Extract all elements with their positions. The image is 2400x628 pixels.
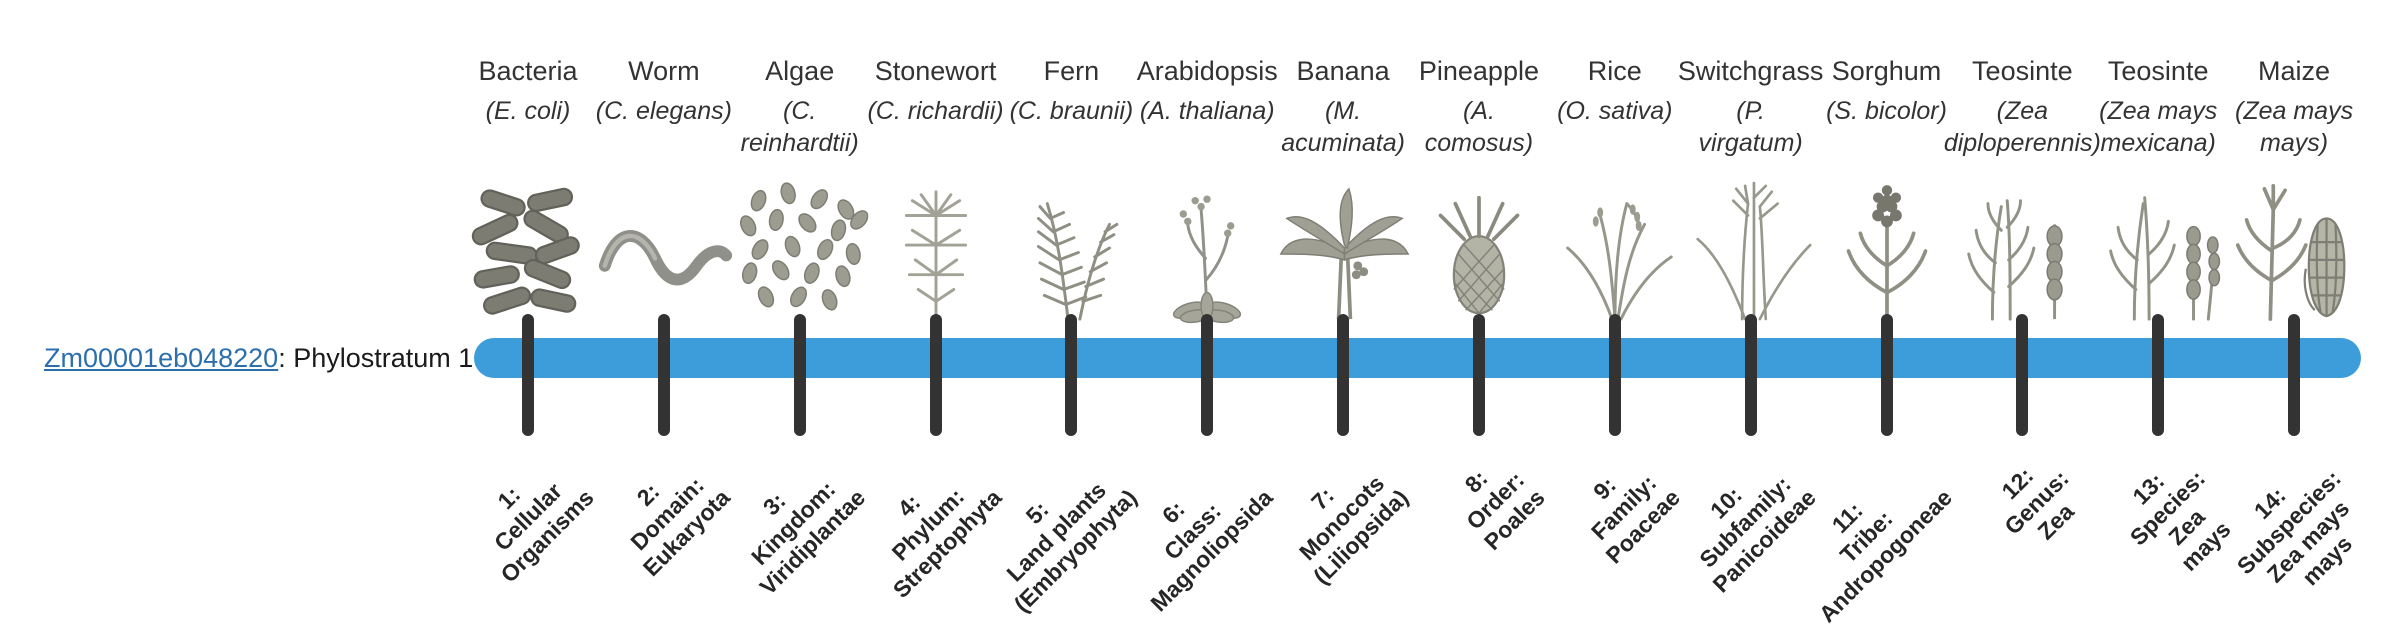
organism-column-sorghum: Sorghum (S. bicolor) [1772, 55, 2002, 325]
organism-common-name: Banana [1296, 56, 1390, 86]
organism-scientific-name: (C. richardii) [867, 96, 1004, 125]
sorghum-icon [1812, 177, 1962, 325]
organism-column-algae: Algae (C. reinhardtii) [685, 55, 915, 325]
phylostratum-level-label: 9: Family: Poaceae [1586, 469, 1686, 569]
phylostratum-level-label: 13: Species: Zea mays [2124, 465, 2236, 577]
phylostratum-level-label: 5: Land plants (Embryophyta) [1001, 476, 1143, 618]
organism-common-name: Algae [765, 56, 835, 86]
organism-scientific-name: (C. reinhardtii) [740, 96, 859, 158]
phylostratum-tick-1 [522, 314, 534, 436]
phylostratum-level-label: 4: Phylum: Streptophyta [886, 483, 1007, 604]
phylostratum-tick-7 [1337, 314, 1350, 436]
organism-column-bacteria: Bacteria (E. coli) [413, 55, 643, 325]
organism-column-switchgrass: Switchgrass (P. virgatum) [1636, 55, 1866, 325]
phylostratum-level-label: 1: Cellular Organisms [488, 477, 599, 588]
phylostratum-tick-6 [1201, 314, 1214, 436]
organism-column-banana: Banana (M. acuminata) [1228, 55, 1458, 325]
organism-column-teosinte-diploperennis: Teosinte (Zea diploperennis) [1907, 55, 2137, 325]
fern-icon [996, 177, 1146, 325]
organism-common-name: Teosinte [2107, 56, 2209, 86]
phylostratum-tick-12 [2016, 314, 2029, 436]
banana-icon [1268, 177, 1418, 325]
phylostratum-level-label: 7: Monocots (Liliopsida) [1294, 470, 1414, 590]
organism-scientific-name: (M. acuminata) [1281, 96, 1405, 158]
phylostratum-tick-14 [2288, 314, 2301, 436]
organism-scientific-name: (Zea diploperennis) [1943, 96, 2101, 158]
phylostratum-tick-10 [1744, 314, 1757, 436]
organism-column-maize: Maize (Zea mays mays) [2179, 55, 2400, 325]
organism-scientific-name: (A. thaliana) [1139, 96, 1275, 125]
organism-scientific-name: (Zea mays mexicana) [2099, 96, 2218, 158]
algae-icon [725, 177, 875, 325]
phylostratum-tick-8 [1472, 314, 1485, 436]
teosinte-icon [1947, 177, 2097, 325]
organism-scientific-name: (S. bicolor) [1826, 96, 1947, 125]
organism-column-stonewort: Stonewort (C. richardii) [821, 55, 1051, 325]
phylostratum-text: : Phylostratum 1 [278, 343, 474, 373]
organism-common-name: Fern [1043, 56, 1100, 86]
organism-common-name: Maize [2258, 56, 2331, 86]
organism-scientific-name: (E. coli) [485, 96, 571, 125]
organism-common-name: Arabidopsis [1136, 56, 1278, 86]
organism-scientific-name: (O. sativa) [1557, 96, 1673, 125]
organism-scientific-name: (C. braunii) [1009, 96, 1134, 125]
organism-column-fern: Fern (C. braunii) [956, 55, 1186, 325]
teosinte-mexicana-icon [2083, 177, 2233, 325]
organism-scientific-name: (P. virgatum) [1698, 96, 1803, 158]
phylostratum-tick-3 [793, 314, 806, 436]
phylostratum-level-label: 2: Domain: Eukaryota [625, 471, 735, 582]
organism-common-name: Rice [1587, 56, 1642, 86]
phylostratum-tick-13 [2152, 314, 2165, 436]
phylostratum-level-label: 8: Order: Poales [1459, 464, 1550, 556]
phylostratum-level-label: 12: Genus: Zea [1996, 462, 2080, 545]
phylostratum-tick-4 [929, 314, 942, 436]
organism-common-name: Pineapple [1418, 56, 1539, 86]
organism-common-name: Teosinte [1972, 56, 2073, 86]
pineapple-icon [1404, 177, 1554, 325]
organism-common-name: Worm [628, 56, 700, 86]
switchgrass-icon [1676, 177, 1826, 325]
phylostratum-level-label: 3: Kingdom: Viridiplantae [746, 475, 871, 601]
organism-scientific-name: (C. elegans) [595, 96, 732, 125]
organism-scientific-name: (A. comosus) [1424, 96, 1534, 158]
organism-common-name: Stonewort [874, 56, 997, 86]
phylostratum-tick-5 [1065, 314, 1078, 436]
stonewort-icon [861, 177, 1011, 325]
organism-column-rice: Rice (O. sativa) [1500, 55, 1730, 325]
rice-icon [1540, 177, 1690, 325]
phylostratum-bar [474, 338, 2361, 378]
organism-common-name: Bacteria [478, 56, 578, 86]
organism-column-pineapple: Pineapple (A. comosus) [1364, 55, 1594, 325]
phylostratum-level-label: 11: Tribe: Andropogoneae [1814, 484, 1958, 628]
organism-scientific-name: (Zea mays mays) [2235, 96, 2354, 158]
phylostratum-tick-11 [1880, 314, 1893, 436]
phylogeny-timeline: Zm00001eb048220: Phylostratum 1 Bacteria… [44, 55, 2400, 627]
organism-column-teosinte-mexicana: Teosinte (Zea mays mexicana) [2043, 55, 2273, 325]
gene-label: Zm00001eb048220: Phylostratum 1 [44, 343, 473, 373]
maize-icon [2219, 177, 2369, 325]
worm-icon [589, 177, 739, 325]
bacteria-icon [453, 177, 603, 325]
phylostratum-level-label: 6: Class: Magnoliopsida [1145, 484, 1278, 617]
organism-common-name: Switchgrass [1677, 56, 1824, 86]
gene-id-link[interactable]: Zm00001eb048220 [44, 343, 279, 373]
organism-common-name: Sorghum [1831, 56, 1942, 86]
phylostratum-level-label: 14: Subspecies: Zea mays mays [2231, 465, 2357, 591]
phylostratum-tick-9 [1608, 314, 1621, 436]
phylostratum-tick-2 [657, 314, 670, 436]
organism-column-worm: Worm (C. elegans) [549, 55, 779, 325]
